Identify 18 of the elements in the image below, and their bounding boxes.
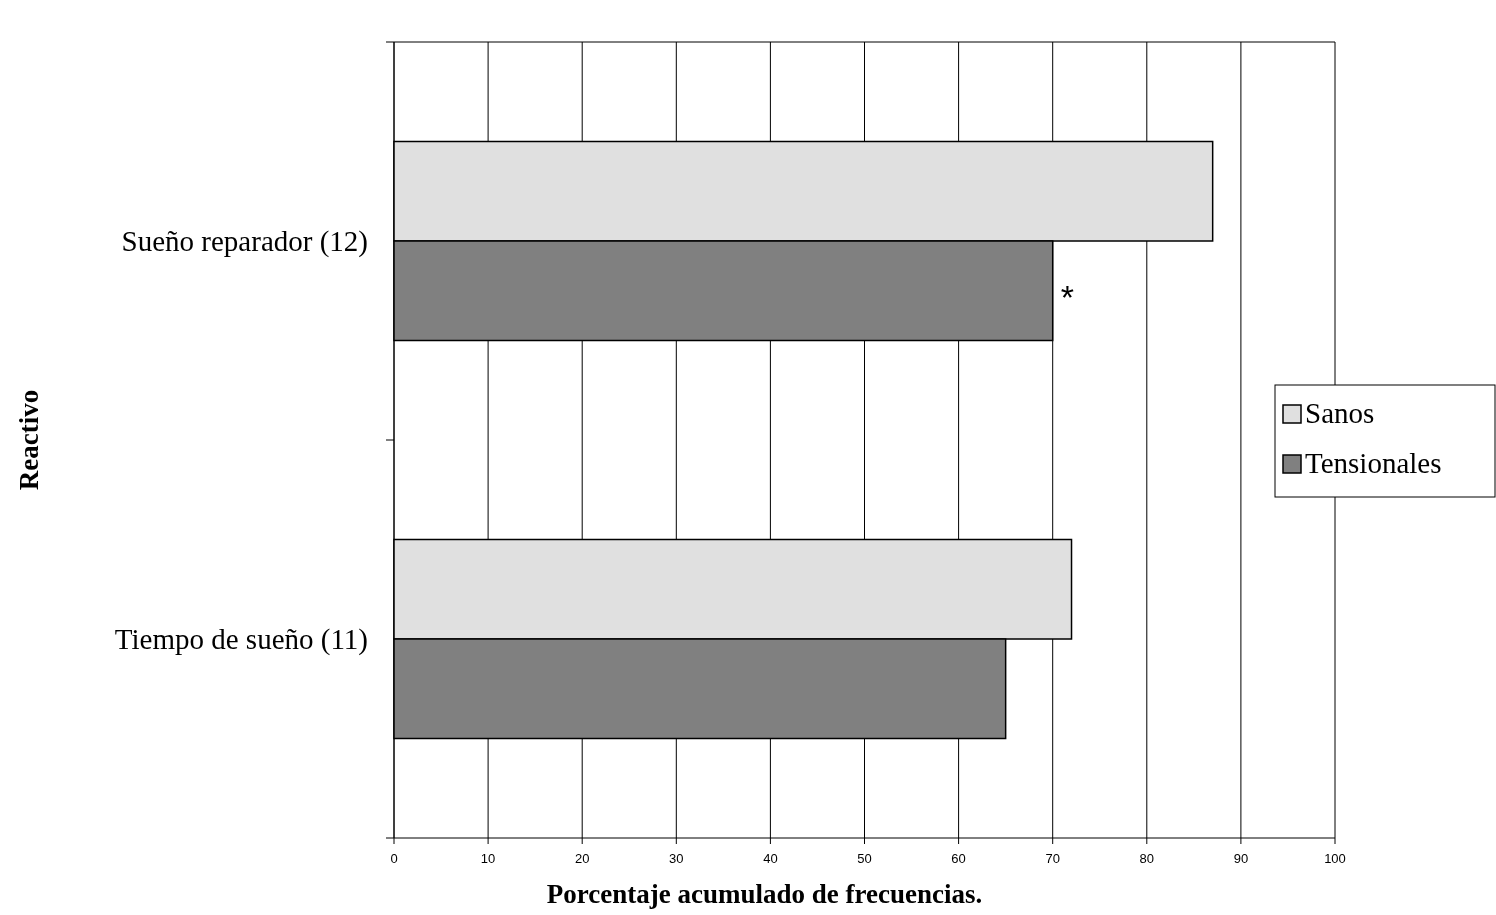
x-tick-label: 30	[669, 851, 684, 866]
y-tick-label: Sueño reparador (12)	[121, 225, 368, 259]
x-axis-title: Porcentaje acumulado de frecuencias.	[546, 879, 983, 909]
legend-label: Tensionales	[1305, 447, 1442, 479]
x-tick-label: 20	[574, 851, 590, 866]
x-tick-label: 40	[763, 851, 778, 866]
x-tick-label: 0	[390, 851, 398, 866]
x-tick-label: 90	[1233, 851, 1249, 866]
x-tick-label: 10	[480, 851, 496, 866]
x-tick-label: 80	[1139, 851, 1155, 866]
y-tick-label: Tiempo de sueño (11)	[114, 623, 368, 657]
x-tick-label: 50	[857, 851, 872, 866]
annotation: *	[1060, 277, 1074, 316]
x-tick-label: 60	[951, 851, 966, 866]
x-tick-label: 70	[1045, 851, 1060, 866]
legend-label: Sanos	[1305, 397, 1375, 429]
y-axis-title: Reactivo	[14, 389, 44, 491]
x-tick-label: 100	[1324, 851, 1346, 866]
